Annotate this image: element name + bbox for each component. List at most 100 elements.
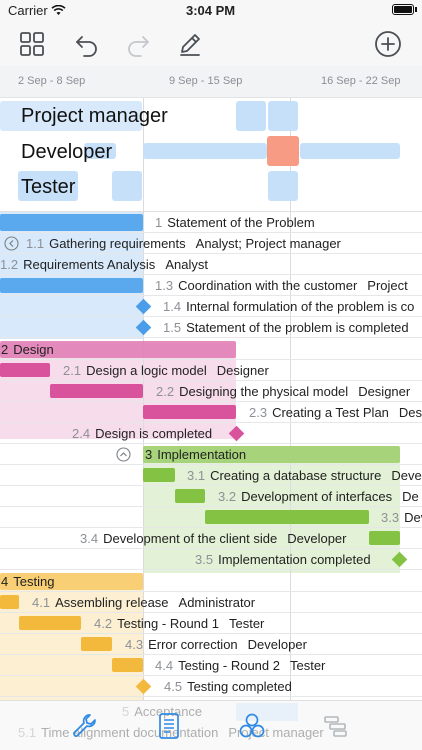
redo-icon	[128, 36, 149, 57]
phase-area	[0, 212, 143, 339]
overload-bar	[267, 136, 299, 166]
task-bar[interactable]	[112, 658, 143, 672]
task-row[interactable]: 3.2 Development of interfaces De	[0, 486, 422, 507]
task-label: 4 Testing	[1, 574, 55, 589]
grid-button[interactable]	[18, 30, 46, 58]
collapse-left-icon[interactable]	[4, 236, 19, 251]
task-row[interactable]: 4.3 Error correction Developer	[0, 634, 422, 655]
task-label: 4.5 Testing completed	[164, 679, 292, 694]
task-bar[interactable]	[0, 278, 143, 293]
pencil-icon	[180, 34, 200, 56]
task-label: 1.5 Statement of the problem is completed	[163, 320, 409, 335]
task-label: 1.1 Gathering requirements Analyst; Projec…	[26, 236, 341, 251]
task-row[interactable]: 4.1 Assembling release Administrator	[0, 592, 422, 613]
resource-tester[interactable]: Tester	[21, 176, 76, 198]
task-label: 1.4 Internal formulation of the problem i…	[163, 299, 415, 314]
week-label: 2 Sep - 8 Sep	[18, 75, 86, 87]
task-label: 1.2 Requirements Analysis Analyst	[0, 257, 208, 272]
task-row[interactable]: 4.2 Testing - Round 1 Tester	[0, 613, 422, 634]
document-icon	[159, 713, 179, 739]
task-row[interactable]: 2.1 Design a logic model Designer	[0, 360, 422, 381]
task-bar[interactable]	[19, 616, 81, 630]
week-label: 16 Sep - 22 Sep	[321, 75, 401, 87]
undo-icon	[76, 36, 97, 57]
task-bar[interactable]	[143, 468, 175, 482]
summary-bar	[236, 703, 298, 721]
summary-bar[interactable]	[0, 573, 143, 590]
timeline-header: 2 Sep - 8 Sep 9 Sep - 15 Sep 16 Sep - 22…	[0, 66, 422, 98]
document-tab[interactable]	[155, 712, 183, 740]
task-label: 3.3Dev	[381, 510, 422, 525]
task-row[interactable]: 2.4 Design is completed	[0, 423, 422, 444]
task-row[interactable]: 3.3Dev	[0, 507, 422, 528]
wrench-icon	[73, 714, 96, 737]
task-label: 4.3 Error correction Developer	[125, 637, 307, 652]
task-row[interactable]: 1.5 Statement of the problem is completed	[0, 317, 422, 338]
task-bar[interactable]	[81, 637, 112, 651]
milestone-diamond[interactable]	[135, 678, 152, 695]
task-row[interactable]: 1.1 Gathering requirements Analyst; Projec…	[0, 233, 422, 254]
top-toolbar: Carrier 3:04 PM	[0, 0, 422, 66]
gantt-icon	[324, 716, 347, 737]
load-bar	[268, 101, 298, 131]
load-bar	[236, 101, 266, 131]
task-row[interactable]: 2 Design	[0, 339, 422, 360]
bottom-tab-bar: 5 Acceptance 5.1 Time alignment documentat…	[0, 700, 422, 750]
task-bar[interactable]	[50, 384, 143, 398]
task-label: 4.1 Assembling release Administrator	[32, 595, 256, 610]
load-bar	[300, 143, 400, 159]
resources-tab[interactable]	[238, 712, 266, 740]
summary-bar[interactable]	[143, 446, 400, 463]
gantt-chart: 1 Statement of the Problem 1.1 Gathering r…	[0, 212, 422, 700]
load-bar	[268, 171, 298, 201]
summary-bar[interactable]	[0, 214, 143, 231]
milestone-diamond[interactable]	[135, 319, 152, 336]
task-bar[interactable]	[369, 531, 400, 545]
task-label: 3.5 Implementation completed	[195, 552, 371, 567]
resource-project-manager[interactable]: Project manager	[21, 105, 168, 127]
grid-icon	[20, 32, 44, 56]
task-label: 2.3 Creating a Test Plan Des	[249, 405, 422, 420]
task-bar[interactable]	[0, 595, 19, 609]
task-label: 4.2 Testing - Round 1 Tester	[94, 616, 265, 631]
redo-button[interactable]	[124, 30, 152, 58]
task-label: 5 Acceptance	[122, 704, 203, 719]
load-bar	[143, 143, 267, 159]
task-row[interactable]: 4.4 Testing - Round 2 Tester	[0, 655, 422, 676]
summary-bar[interactable]	[0, 341, 236, 358]
task-bar[interactable]	[175, 489, 205, 503]
task-row[interactable]: 1.3 Coordination with the customer Project	[0, 275, 422, 296]
collapse-up-icon[interactable]	[116, 447, 131, 462]
task-label: 2.1 Design a logic model Designer	[63, 363, 269, 378]
task-row[interactable]: 3 Implementation	[0, 444, 422, 465]
load-bar	[112, 171, 142, 201]
task-row[interactable]: 3.4 Development of the client side Develop…	[0, 528, 422, 549]
task-row[interactable]: 3.1 Creating a database structure Deve	[0, 465, 422, 486]
task-row[interactable]: 1.2 Requirements Analysis Analyst	[0, 254, 422, 275]
task-row[interactable]: 4.5 Testing completed	[0, 676, 422, 697]
task-label: 4.4 Testing - Round 2 Tester	[155, 658, 326, 673]
task-row[interactable]: 1 Statement of the Problem	[0, 212, 422, 233]
task-row[interactable]: 2.3 Creating a Test Plan Des	[0, 402, 422, 423]
task-row[interactable]: 1.4 Internal formulation of the problem i…	[0, 296, 422, 317]
task-label: 2 Design	[1, 342, 54, 357]
task-row[interactable]: 4 Testing	[0, 571, 422, 592]
gantt-tab[interactable]	[322, 712, 350, 740]
milestone-diamond[interactable]	[391, 551, 408, 568]
milestone-diamond[interactable]	[135, 298, 152, 315]
resource-developer[interactable]: Developer	[21, 141, 113, 163]
task-bar[interactable]	[205, 510, 369, 524]
settings-tab[interactable]	[70, 712, 98, 740]
load-bar	[0, 101, 142, 131]
battery-icon	[392, 4, 414, 15]
undo-button[interactable]	[73, 30, 101, 58]
task-row[interactable]: 2.2 Designing the physical model Designer	[0, 381, 422, 402]
edit-button[interactable]	[176, 30, 204, 58]
milestone-diamond[interactable]	[228, 425, 245, 442]
task-bar[interactable]	[143, 405, 236, 419]
task-label: 3.4 Development of the client side Develop…	[80, 531, 347, 546]
task-row[interactable]: 3.5 Implementation completed	[0, 549, 422, 570]
task-bar[interactable]	[0, 363, 50, 377]
add-button[interactable]	[374, 30, 402, 58]
plus-circle-icon	[375, 31, 401, 57]
